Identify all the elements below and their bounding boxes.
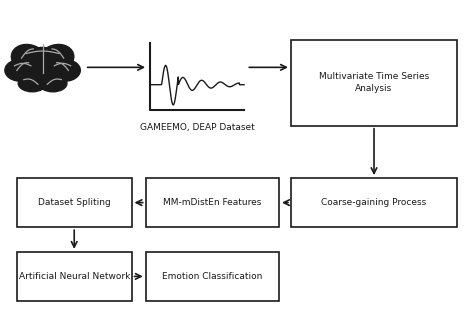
FancyBboxPatch shape: [146, 252, 279, 301]
Text: Artificial Neural Network: Artificial Neural Network: [18, 272, 130, 281]
Ellipse shape: [11, 44, 46, 72]
FancyBboxPatch shape: [291, 178, 457, 227]
Ellipse shape: [5, 60, 36, 81]
Text: Emotion Classification: Emotion Classification: [162, 272, 263, 281]
Ellipse shape: [39, 44, 74, 72]
FancyBboxPatch shape: [17, 252, 132, 301]
FancyBboxPatch shape: [146, 178, 279, 227]
Ellipse shape: [39, 75, 67, 92]
FancyBboxPatch shape: [17, 178, 132, 227]
Text: Coarse-gaining Process: Coarse-gaining Process: [321, 198, 427, 207]
Ellipse shape: [50, 60, 80, 81]
Text: MM-mDistEn Features: MM-mDistEn Features: [163, 198, 262, 207]
Text: GAMEEMO, DEAP Dataset: GAMEEMO, DEAP Dataset: [140, 123, 255, 132]
Ellipse shape: [23, 47, 63, 87]
Ellipse shape: [18, 75, 46, 92]
FancyBboxPatch shape: [291, 40, 457, 126]
Text: Multivariate Time Series
Analysis: Multivariate Time Series Analysis: [319, 72, 429, 93]
Text: Dataset Spliting: Dataset Spliting: [38, 198, 110, 207]
